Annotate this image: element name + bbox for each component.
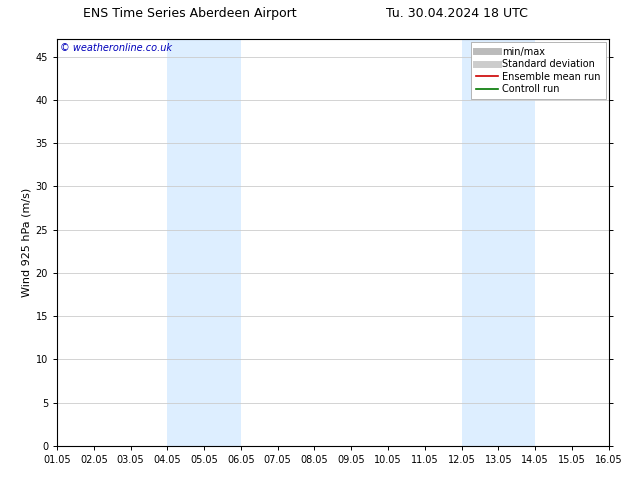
Text: Tu. 30.04.2024 18 UTC: Tu. 30.04.2024 18 UTC [385, 7, 527, 21]
Legend: min/max, Standard deviation, Ensemble mean run, Controll run: min/max, Standard deviation, Ensemble me… [471, 42, 605, 99]
Y-axis label: Wind 925 hPa (m/s): Wind 925 hPa (m/s) [22, 188, 31, 297]
Text: © weatheronline.co.uk: © weatheronline.co.uk [60, 43, 172, 53]
Bar [167, 39, 241, 446]
Bar [462, 39, 535, 446]
Text: ENS Time Series Aberdeen Airport: ENS Time Series Aberdeen Airport [84, 7, 297, 21]
